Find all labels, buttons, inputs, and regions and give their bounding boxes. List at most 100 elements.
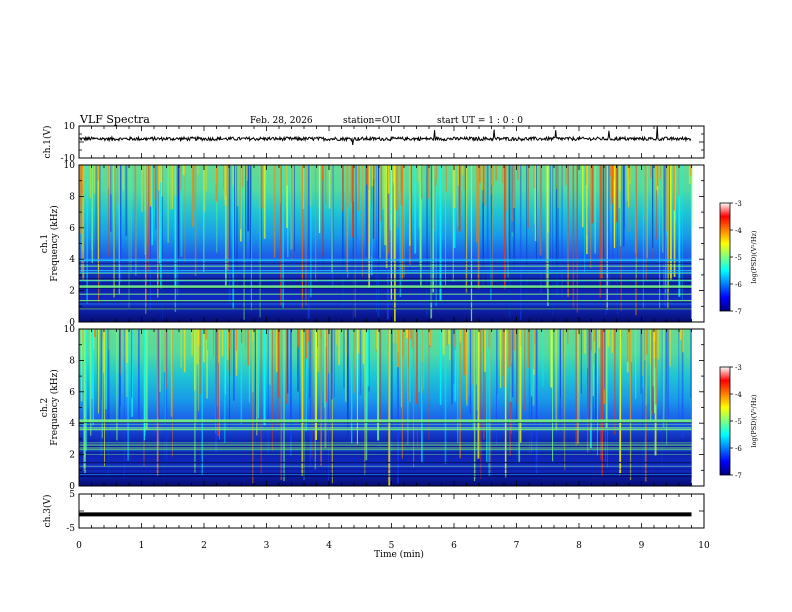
ch1-spectrogram-sferic — [178, 165, 180, 309]
ch2-spectrogram-sferic — [216, 329, 218, 407]
ch1-spectrogram-hot-streak — [347, 165, 349, 208]
ch2-spectrogram-sferic — [267, 329, 269, 453]
ch1-spectrogram-sferic — [384, 165, 387, 246]
ch2-spectrogram-hot-streak — [593, 329, 595, 365]
ch1-spectrogram-colorbar-tick-label: -6 — [735, 281, 742, 289]
ch2-spectrogram-sferic — [268, 329, 271, 385]
ch1-spectrogram-hot-streak — [302, 165, 304, 209]
ch1-spectrogram-sferic — [174, 165, 177, 289]
ch2-spectrogram-sferic — [217, 329, 219, 436]
ch2-spectrogram-ytick-label: 2 — [69, 451, 75, 461]
ch2-spectrogram-sferic — [333, 329, 335, 398]
ch1-spectrogram-hot-streak — [80, 165, 81, 207]
ch1-spectrogram-hot-streak — [152, 165, 155, 209]
ch1-spectrogram-sferic — [601, 165, 603, 279]
ch1-spectrogram-hot-streak — [154, 165, 156, 199]
ch1-spectrogram-sferic — [151, 165, 153, 246]
ch2-spectrogram-hot-streak — [584, 329, 586, 354]
ch1-spectrogram-sferic — [558, 165, 559, 301]
ch1-spectrogram-sferic — [162, 165, 163, 319]
ch1-spectrogram-sferic — [160, 165, 162, 289]
ch2-spectrogram-hot-streak — [590, 329, 592, 351]
ch2-spectrogram-hot-streak — [567, 329, 569, 344]
ch2-spectrogram-hot-streak — [407, 329, 409, 367]
ch2-spectrogram-hot-streak — [307, 329, 310, 342]
ch2-spectrogram-sferic — [119, 329, 121, 407]
ch2-spectrogram-sferic — [379, 329, 381, 450]
ch2-spectrogram-hot-streak — [309, 329, 311, 370]
ch2-spectrogram-colorbar-tick-label: -6 — [735, 445, 742, 453]
ch1-spectrogram-sferic — [665, 165, 668, 231]
ch1-spectrogram-hot-streak — [82, 165, 84, 195]
ch2-spectrogram-sferic — [366, 329, 368, 424]
ch1-spectrogram-sferic — [322, 165, 324, 273]
ch2-spectrogram-hot-streak — [533, 329, 535, 370]
ch1-spectrogram-sferic — [435, 165, 437, 306]
ch2-spectrogram-hot-streak — [362, 329, 365, 364]
ch1-spectrogram-sferic — [245, 165, 247, 260]
ch1-spectrogram-sferic — [352, 165, 355, 322]
ch2-spectrogram-hot-streak — [119, 329, 121, 375]
ch2-spectrogram-sferic — [480, 329, 482, 479]
ch1-spectrogram-sferic — [370, 165, 373, 276]
ch1-spectrogram-hot-streak — [445, 165, 447, 192]
ch2-spectrogram-sferic — [353, 329, 355, 393]
ch2-spectrogram-hot-streak — [191, 329, 194, 356]
ch2-spectrogram-sferic — [286, 329, 289, 394]
ch1-spectrogram-sferic — [342, 165, 344, 309]
ch1-spectrogram-hot-streak — [225, 165, 227, 197]
ch1-spectrogram-hot-streak — [479, 165, 481, 183]
ch2-spectrogram-hot-streak — [594, 329, 596, 342]
ch2-spectrogram-panel: 0 2 4 6 8 10 ch.2 Frequency (kHz) — [40, 325, 705, 492]
ch2-spectrogram-sferic — [454, 329, 457, 402]
ch1-spectrogram-hot-streak — [392, 165, 395, 183]
ch1-spectrogram-sferic — [240, 165, 242, 242]
ch2-spectrogram-sferic — [579, 329, 581, 397]
figure-title: VLF Spectra — [79, 113, 150, 126]
ch2-spectrogram-sferic — [444, 329, 447, 465]
ch1-spectrogram-sferic — [305, 165, 307, 306]
ch2-spectrogram-hot-streak — [448, 329, 450, 345]
ch2-spectrogram-sferic — [504, 329, 507, 478]
ch1-spectrogram-sferic — [465, 165, 467, 290]
ch1-spectrogram-sferic — [307, 165, 310, 319]
ch1-spectrogram-sferic — [119, 165, 122, 283]
ch2-spectrogram-hot-streak — [527, 329, 529, 369]
ch2-spectrogram-sferic — [331, 329, 333, 400]
ch2-spectrogram-hot-streak — [630, 329, 632, 362]
ch1-spectrogram-hot-streak — [387, 165, 390, 194]
ch2-spectrogram-sferic — [503, 329, 505, 387]
ch1-spectrogram-sferic — [294, 165, 295, 252]
ch1-spectrogram-hot-streak — [231, 165, 232, 206]
ch2-spectrogram-sferic — [224, 329, 226, 395]
ch2-spectrogram-sferic — [283, 329, 285, 482]
ch1-spectrogram-sferic — [552, 165, 554, 315]
ch1-spectrogram-sferic — [668, 165, 669, 292]
ch2-spectrogram-sferic — [535, 329, 538, 474]
ch1-spectrogram-hot-streak — [557, 165, 559, 209]
ch2-spectrogram-sferic — [469, 329, 471, 414]
ch2-spectrogram-hot-streak — [235, 329, 238, 376]
ch1-spectrogram-colorbar-tick-label: -3 — [735, 200, 742, 208]
ch2-spectrogram-hot-streak — [392, 329, 395, 344]
ch2-spectrogram-sferic — [206, 329, 208, 399]
ch1-spectrogram-sferic — [512, 165, 514, 237]
ch2-spectrogram-hot-streak — [534, 329, 536, 344]
station-label: station=OUI — [343, 116, 401, 126]
ch2-spectrogram-sferic — [417, 329, 419, 448]
ch2-spectrogram-sferic — [439, 329, 442, 405]
ch2-spectrogram-hot-streak — [207, 329, 208, 351]
ch1-spectrogram-sferic — [237, 165, 238, 312]
ch2-spectrogram-sferic — [421, 329, 423, 463]
ch2-spectrogram-hot-streak — [644, 329, 647, 361]
ch2-spectrogram-hot-streak — [241, 329, 243, 344]
ch1-spectrogram-hot-streak — [565, 165, 567, 185]
ch1-spectrogram-sferic — [545, 165, 548, 290]
ch2-spectrogram-hot-streak — [327, 329, 330, 374]
ch1-spectrogram-sferic — [291, 165, 293, 261]
ch2-spectrogram-hot-streak — [449, 329, 451, 360]
ch1-spectrogram-sferic — [572, 165, 575, 308]
ch1-spectrogram-sferic — [194, 165, 197, 276]
ch1-spectrogram-sferic — [663, 165, 665, 289]
ch1-spectrogram-sferic — [519, 165, 522, 320]
